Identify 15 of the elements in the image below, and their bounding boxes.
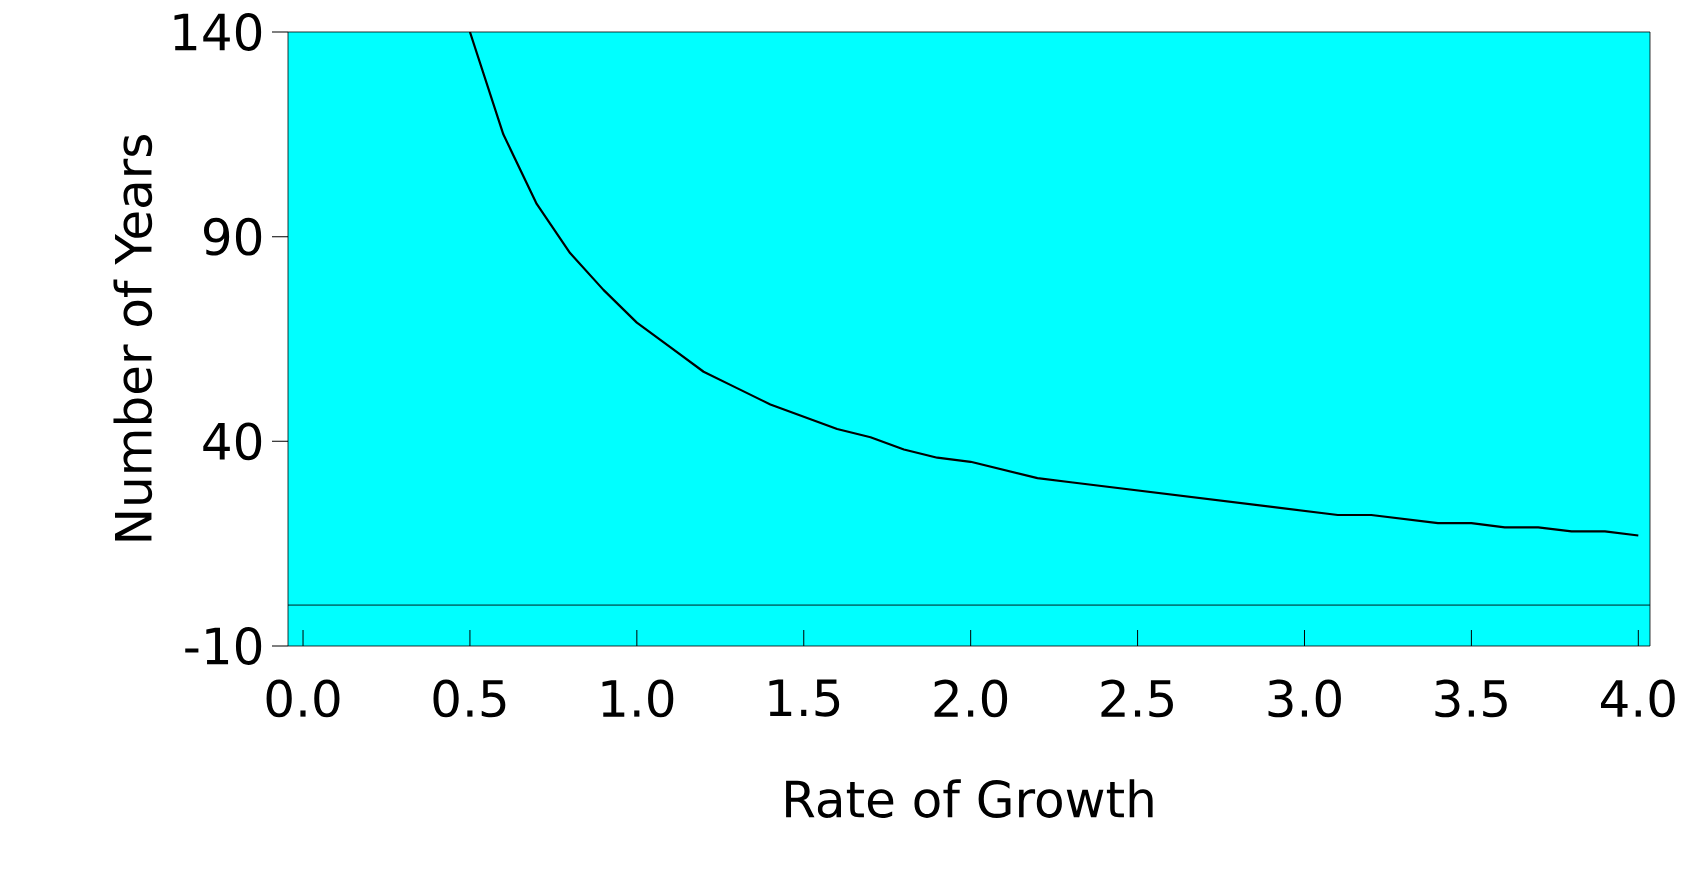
- x-tick-label: 3.0: [1268, 679, 1341, 718]
- x-tick-label: 1.5: [769, 679, 840, 717]
- y-tick-label: 140: [174, 13, 262, 51]
- y-tick-label: 40: [203, 422, 262, 461]
- x-tick-label: 3.5: [1435, 679, 1507, 718]
- x-axis-title: Rate of Growth: [786, 779, 1153, 818]
- y-axis-title: Number of Years: [113, 135, 153, 541]
- x-tick-label: 2.0: [934, 679, 1008, 718]
- y-tick-label: -10: [185, 627, 262, 665]
- x-tick-label: 0.5: [433, 679, 506, 718]
- x-tick-label: 0.0: [266, 679, 340, 718]
- x-tick-label: 1.0: [602, 679, 674, 718]
- x-tick-label: 2.5: [1101, 679, 1173, 718]
- y-tick-label: 90: [204, 217, 262, 256]
- x-tick-label: 4.0: [1601, 679, 1675, 718]
